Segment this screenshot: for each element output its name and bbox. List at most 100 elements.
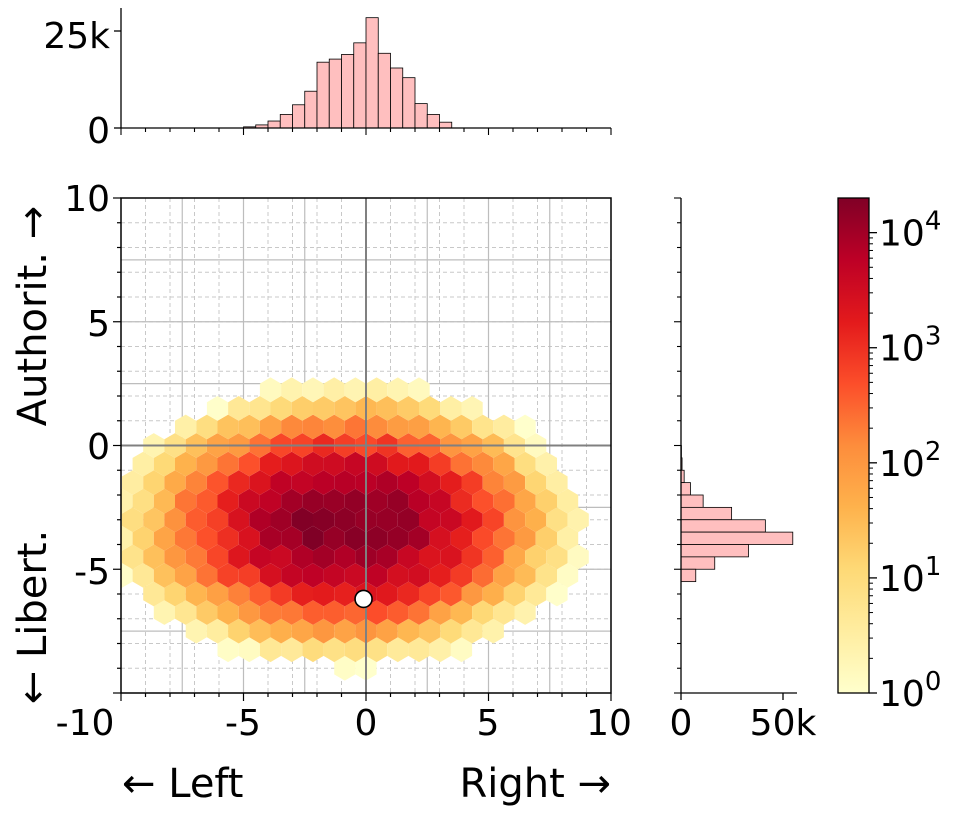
hexbin-cell xyxy=(206,396,229,421)
hexbin-cell xyxy=(175,600,197,625)
hexbin-cell xyxy=(121,563,133,588)
hexbin-cell xyxy=(482,581,504,607)
hexbin-cell xyxy=(302,414,324,440)
hexbin-cell xyxy=(217,600,239,625)
top-histogram-bar xyxy=(365,17,379,129)
hexbin-cell xyxy=(493,451,515,477)
hexbin-cell xyxy=(132,525,154,551)
hexbin-cell xyxy=(206,618,229,644)
hexbin-cell xyxy=(514,451,536,477)
hexbin-cell xyxy=(259,563,282,588)
x-tick-label-0: 0 xyxy=(355,703,378,744)
hexbin-cell xyxy=(472,451,494,477)
hexbin-cell xyxy=(535,525,557,551)
hexbin-cell xyxy=(525,544,547,570)
hexbin-cell xyxy=(557,488,579,514)
hexbin-cell xyxy=(291,618,313,644)
hexbin-cell xyxy=(196,488,218,514)
hexbin-cell xyxy=(387,600,409,625)
hexbin-cell xyxy=(450,451,473,477)
hexbin-cell xyxy=(546,544,568,570)
hexbin-cell xyxy=(376,507,398,533)
hexbin-cell xyxy=(482,544,504,570)
hexbin-cell xyxy=(323,600,345,625)
hexbin-cell xyxy=(408,600,430,625)
hexbin-cell xyxy=(302,451,324,477)
top-histogram-bar xyxy=(316,61,330,129)
hexbin-cell xyxy=(291,507,313,533)
hexbin-cell xyxy=(132,563,154,588)
hexbin-cell xyxy=(196,525,218,551)
hexbin-cell xyxy=(493,488,515,514)
hexbin-cell xyxy=(429,600,451,625)
hexbin-cell xyxy=(387,563,409,588)
hexbin-cell xyxy=(238,563,260,588)
hexbin-cell xyxy=(302,563,324,588)
hexbin-cell xyxy=(397,544,419,570)
hexbin-cell xyxy=(291,470,313,495)
hexbin-cell xyxy=(429,414,451,440)
hexbin-cell xyxy=(259,377,282,403)
right-marginal-histogram: 0 50k xyxy=(670,197,816,744)
hexbin-cell xyxy=(429,563,451,588)
hexbin-cell xyxy=(493,600,515,625)
main-axis-ticks xyxy=(113,197,612,701)
hexbin-cell xyxy=(376,470,398,495)
hexbin-cell xyxy=(450,488,473,514)
hexbin-cell xyxy=(132,451,154,477)
top-histogram-bar xyxy=(341,54,355,129)
colorbar-ticks: 100 101 102 103 104 xyxy=(869,207,941,715)
hexbin-cell xyxy=(313,470,335,495)
hexbin-cell xyxy=(302,377,324,403)
hexbin-cell xyxy=(270,396,292,421)
hexbin-cell xyxy=(259,451,282,477)
hexbin-cell xyxy=(397,618,419,644)
hexbin-cell xyxy=(281,451,303,477)
hexbin-cell xyxy=(281,414,303,440)
right-histogram-bar xyxy=(680,506,733,521)
colorbar: 100 101 102 103 104 xyxy=(837,197,941,715)
right-histogram-y-ticks xyxy=(674,197,681,694)
hexbin-cell xyxy=(397,581,419,607)
hexbin-cell xyxy=(546,470,568,495)
hexbin-cell xyxy=(217,451,239,477)
hexbin-cell xyxy=(387,377,409,403)
hexbin-cell xyxy=(313,544,335,570)
hexbin-cell xyxy=(196,600,218,625)
hexbin-cell xyxy=(196,451,218,477)
colorbar-tick-label: 103 xyxy=(879,322,941,370)
hexbin-cell xyxy=(503,581,526,607)
hexbin-cell xyxy=(206,470,229,495)
hexbin-cell xyxy=(175,451,197,477)
hexbin-cell xyxy=(419,396,441,421)
colorbar-tick-label: 104 xyxy=(879,207,941,255)
hexbin-cell xyxy=(323,451,345,477)
hexbin-cell xyxy=(302,525,324,551)
hexbin-cell xyxy=(366,637,388,663)
hexbin-cell xyxy=(153,488,175,514)
hexbin-cell xyxy=(153,525,175,551)
top-histogram-bar xyxy=(267,120,281,129)
hexbin-cell xyxy=(323,563,345,588)
hexbin-cell xyxy=(450,637,473,663)
hexbin-cell xyxy=(228,396,250,421)
hexbin-cell xyxy=(440,507,462,533)
hexbin-cell xyxy=(185,618,207,644)
hexbin-cell xyxy=(238,525,260,551)
y-axis-label-bottom: ← Libert. xyxy=(10,530,56,704)
hexbin-cell xyxy=(206,544,229,570)
hexbin-cell xyxy=(238,451,260,477)
top-histogram-bar xyxy=(328,58,342,129)
hexbin-cell xyxy=(387,488,409,514)
right-histogram-bar xyxy=(680,482,691,496)
hexbin-cell xyxy=(153,563,175,588)
hexbin-cell xyxy=(472,488,494,514)
hexbin-cell xyxy=(344,451,366,477)
hexbin-cell xyxy=(228,470,250,495)
hexbin-cell xyxy=(450,414,473,440)
hexbin-cell xyxy=(376,581,398,607)
hexbin-cell xyxy=(217,563,239,588)
hexbin-cell xyxy=(387,525,409,551)
hexbin-cell xyxy=(164,507,186,533)
